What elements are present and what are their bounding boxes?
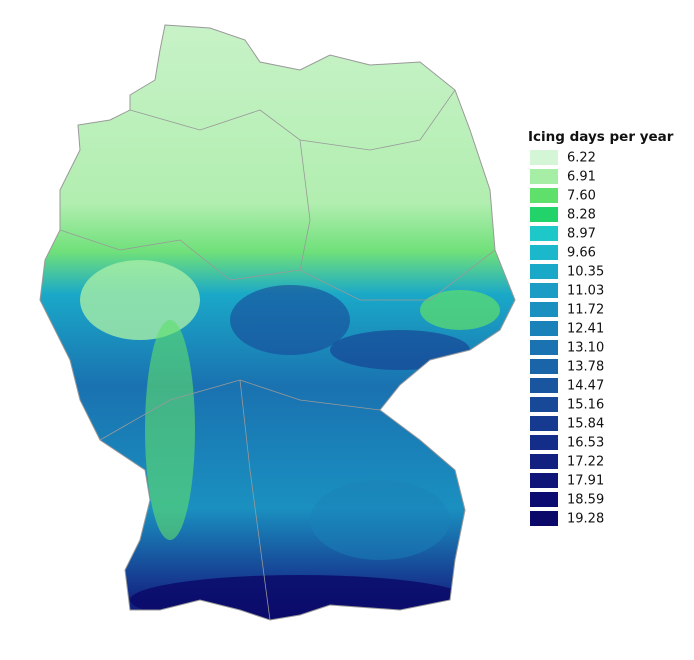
legend-swatch: [530, 359, 558, 374]
rhine-valley: [145, 320, 195, 540]
legend-swatch: [530, 207, 558, 222]
legend-swatch: [530, 416, 558, 431]
legend-label: 9.66: [567, 246, 596, 261]
legend-swatch: [530, 226, 558, 241]
legend-label: 15.84: [567, 417, 604, 432]
legend-label: 6.91: [567, 170, 596, 185]
legend-swatch: [530, 340, 558, 355]
legend-swatch: [530, 188, 558, 203]
legend-label: 11.72: [567, 303, 604, 318]
plateau-region: [310, 480, 450, 560]
legend-swatch: [530, 150, 558, 165]
highland-region: [330, 330, 470, 370]
legend-label: 13.78: [567, 360, 604, 375]
alpine-region: [130, 575, 470, 620]
legend-swatch: [530, 283, 558, 298]
legend-swatch: [530, 435, 558, 450]
state-border: [239, 379, 271, 621]
legend-label: 11.03: [567, 284, 604, 299]
legend-swatch: [530, 378, 558, 393]
legend-swatch: [530, 302, 558, 317]
legend-swatch: [530, 245, 558, 260]
legend-label: 6.22: [567, 151, 596, 166]
legend-label: 14.47: [567, 379, 604, 394]
legend-swatch: [530, 397, 558, 412]
legend-label: 7.60: [567, 189, 596, 204]
legend-label: 18.59: [567, 493, 604, 508]
legend-label: 8.97: [567, 227, 596, 242]
legend-label: 17.22: [567, 455, 604, 470]
legend-title: Icing days per year: [528, 129, 674, 145]
legend-swatch: [530, 169, 558, 184]
legend-swatch: [530, 264, 558, 279]
lowland-region: [420, 290, 500, 330]
legend-swatch: [530, 321, 558, 336]
legend-swatch: [530, 511, 558, 526]
legend-label: 8.28: [567, 208, 596, 223]
legend-label: 15.16: [567, 398, 604, 413]
map-area: [40, 25, 515, 620]
legend-swatch: [530, 492, 558, 507]
legend-label: 10.35: [567, 265, 604, 280]
legend: 6.22 6.91 7.60 8.28 8.97 9.66 10.35 11.03 11.72 1…: [530, 150, 604, 527]
legend-label: 12.41: [567, 322, 604, 337]
legend-label: 13.10: [567, 341, 604, 356]
state-borders: [59, 89, 496, 621]
legend-label: 19.28: [567, 512, 604, 527]
legend-swatch: [530, 454, 558, 469]
highland-region: [230, 285, 350, 355]
legend-label: 16.53: [567, 436, 604, 451]
legend-swatch: [530, 473, 558, 488]
state-border: [59, 229, 496, 301]
state-border: [299, 139, 311, 271]
legend-label: 17.91: [567, 474, 604, 489]
lowland-region: [80, 260, 200, 340]
